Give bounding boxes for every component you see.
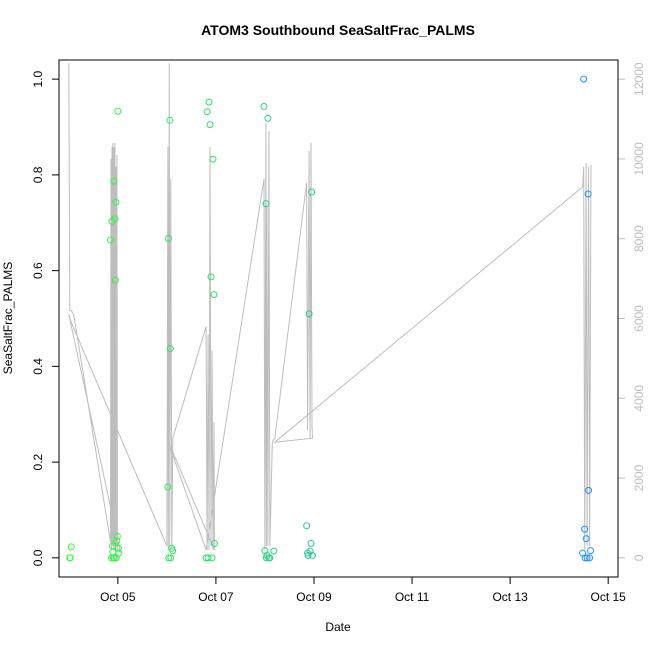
data-point [112, 198, 120, 206]
data-point [270, 547, 278, 555]
data-point [204, 554, 212, 562]
data-point [210, 291, 218, 299]
data-point [66, 554, 74, 562]
data-point [266, 554, 274, 562]
data-point [309, 551, 317, 559]
data-point [164, 235, 172, 243]
data-point [110, 177, 118, 185]
y-tick-label: 0.4 [31, 358, 45, 375]
data-point [164, 483, 172, 491]
data-point [67, 543, 75, 551]
data-point [203, 108, 211, 116]
y-tick-label: 0.6 [31, 262, 45, 279]
data-point [114, 107, 122, 115]
data-point [307, 539, 315, 547]
x-tick-label: Oct 15 [591, 590, 627, 604]
y-axis-label: SeaSaltFrac_PALMS [1, 262, 15, 375]
points-series [66, 75, 595, 562]
data-point [587, 547, 595, 555]
data-point [585, 486, 593, 494]
y-tick-label: 0.8 [31, 166, 45, 183]
y2-tick-label: 2000 [632, 464, 646, 491]
data-point [308, 188, 316, 196]
x-tick-label: Oct 11 [395, 590, 430, 604]
data-point [113, 537, 121, 545]
data-point [580, 75, 588, 83]
altitude-line [68, 63, 592, 554]
data-point [304, 551, 312, 559]
data-point [110, 554, 118, 562]
data-point [111, 276, 119, 284]
data-point [106, 236, 114, 244]
data-point [305, 310, 313, 318]
data-point [109, 548, 117, 556]
y-tick-label: 1.0 [31, 70, 45, 87]
data-point [206, 121, 214, 129]
data-point [586, 554, 594, 562]
y-tick-label: 0.0 [31, 549, 45, 566]
data-point [581, 554, 589, 562]
data-point [205, 98, 213, 106]
data-point [581, 525, 589, 533]
data-point [166, 116, 174, 124]
data-point [262, 200, 270, 208]
y2-tick-label: 12000 [632, 62, 646, 96]
axes: Oct 05 Oct 07 Oct 09 Oct 11 Oct 13 Oct 15 0.0 0… [31, 59, 646, 604]
y2-tick-label: 0 [632, 554, 646, 561]
data-point [584, 190, 592, 198]
data-point [113, 532, 121, 540]
data-point [582, 535, 590, 543]
y2-tick-label: 10000 [632, 142, 646, 176]
altitude-series [68, 63, 592, 554]
chart-title: ATOM3 Southbound SeaSaltFrac_PALMS [201, 22, 475, 38]
y2-tick-label: 8000 [632, 225, 646, 252]
data-point [264, 114, 272, 122]
data-point [169, 547, 177, 555]
x-tick-label: Oct 09 [296, 590, 332, 604]
data-point [165, 554, 173, 562]
data-point [209, 155, 217, 163]
x-tick-label: Oct 07 [198, 590, 234, 604]
x-axis-label: Date [325, 620, 351, 634]
data-point [115, 549, 123, 557]
data-point [167, 554, 175, 562]
y2-tick-label: 4000 [632, 385, 646, 412]
data-point [207, 273, 215, 281]
y2-tick-label: 6000 [632, 305, 646, 332]
data-point [260, 102, 268, 110]
plot-frame [58, 59, 619, 578]
y-tick-label: 0.2 [31, 453, 45, 470]
data-point [583, 554, 591, 562]
x-tick-label: Oct 13 [492, 590, 528, 604]
data-point [166, 345, 174, 353]
x-tick-label: Oct 05 [100, 590, 136, 604]
data-point [114, 544, 122, 552]
data-point [303, 522, 311, 530]
data-point [210, 539, 218, 547]
data-point [111, 215, 119, 223]
data-point [208, 554, 216, 562]
